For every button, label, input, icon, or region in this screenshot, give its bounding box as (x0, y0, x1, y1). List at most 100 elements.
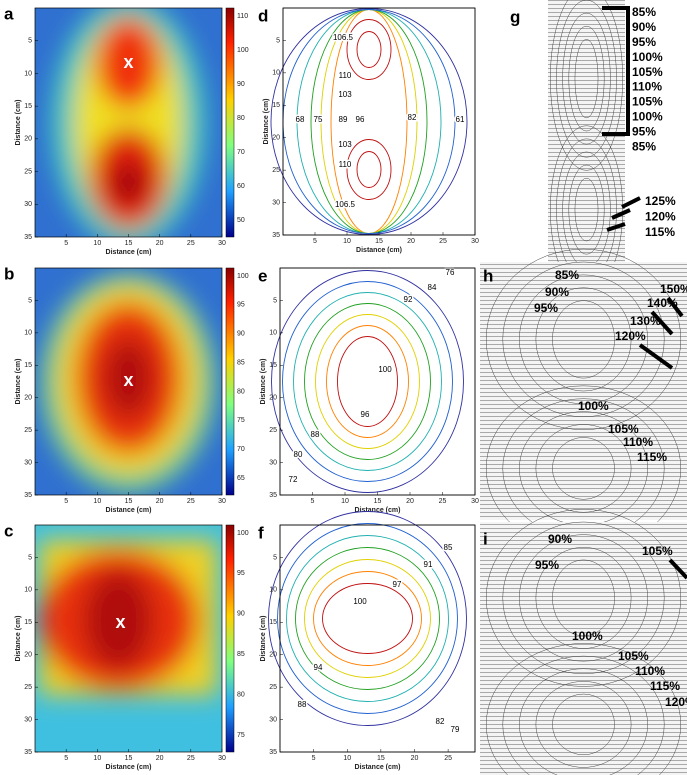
contour (283, 282, 453, 482)
label: Distance (cm) (260, 616, 267, 662)
label: 5 (64, 755, 68, 762)
label: Distance (cm) (15, 100, 22, 146)
label: 95% (632, 35, 656, 49)
label: 90% (548, 532, 572, 546)
label: 35 (269, 749, 277, 756)
figure: 1101009080706050x51015202530355101520253… (0, 0, 687, 775)
label: 5 (313, 238, 317, 245)
label: 105% (632, 65, 663, 79)
label: 15 (125, 240, 133, 247)
contour-lines (272, 271, 464, 493)
label: 20 (24, 136, 32, 143)
label: 95% (534, 301, 558, 315)
label: a (4, 4, 14, 23)
label: 82 (408, 113, 417, 122)
contour (269, 512, 467, 726)
label: 30 (218, 240, 226, 247)
label: 20 (269, 395, 277, 402)
label: 97 (393, 580, 402, 589)
label: 85 (444, 543, 453, 552)
label: 100% (572, 629, 603, 643)
label: 20 (24, 395, 32, 402)
label: 25 (187, 755, 195, 762)
label: b (4, 264, 14, 283)
heatmap (35, 525, 222, 752)
label: 100 (353, 597, 367, 606)
label: 5 (28, 554, 32, 561)
label: 10 (24, 70, 32, 77)
label: 30 (218, 498, 226, 505)
label: 115% (645, 225, 675, 239)
label: 15 (125, 755, 133, 762)
label: 35 (272, 232, 280, 239)
label: 15 (377, 755, 385, 762)
label: 103 (338, 140, 352, 149)
label: 25 (187, 240, 195, 247)
heatmap (35, 0, 222, 248)
plot-frame (283, 8, 475, 235)
label: 25 (24, 168, 32, 175)
label: 10 (269, 587, 277, 594)
label: 25 (24, 427, 32, 434)
label: 95% (535, 558, 559, 572)
label: 120% (645, 210, 676, 224)
label: 5 (64, 498, 68, 505)
label: 90% (545, 285, 569, 299)
label: 80 (237, 115, 245, 122)
label: Distance (cm) (355, 764, 401, 771)
label: 85% (632, 139, 656, 153)
label: 5 (28, 297, 32, 304)
heat-blobs (39, 540, 218, 695)
label: 70 (237, 149, 245, 156)
label: 5 (276, 37, 280, 44)
label: 5 (312, 755, 316, 762)
label: 91 (424, 560, 433, 569)
label: 30 (471, 238, 479, 245)
label: 85% (632, 5, 656, 19)
label: 90% (632, 20, 656, 34)
label: 105% (632, 95, 663, 109)
label: 105% (608, 422, 639, 436)
colorbar (226, 525, 234, 752)
label: 15 (24, 619, 32, 626)
label: 110 (339, 160, 352, 169)
contour (305, 560, 431, 678)
label: 95% (632, 124, 656, 138)
label: x (123, 52, 133, 72)
label: 10 (24, 330, 32, 337)
label: 25 (439, 498, 447, 505)
label: 30 (24, 459, 32, 466)
colorbar (226, 8, 234, 237)
label: 110% (635, 664, 665, 678)
label: 100 (237, 530, 249, 537)
label: g (510, 7, 520, 26)
label: 15 (272, 102, 280, 109)
label: 30 (471, 498, 479, 505)
plot-bg-frame (280, 268, 475, 495)
label: 75 (237, 732, 245, 739)
label: e (258, 266, 267, 285)
label: 106.5 (333, 33, 354, 42)
label: 10 (272, 70, 280, 77)
label: 35 (24, 749, 32, 756)
label: 65 (237, 475, 245, 482)
label: Distance (cm) (106, 764, 152, 771)
label: 25 (272, 167, 280, 174)
label: 100% (578, 399, 609, 413)
label: 5 (273, 554, 277, 561)
label: 90 (237, 81, 245, 88)
contour-lines (269, 512, 467, 726)
label: 80 (237, 388, 245, 395)
label: x (123, 370, 133, 390)
label: 110% (623, 435, 653, 449)
contour (323, 584, 413, 654)
label: 95 (237, 302, 245, 309)
label: 35 (24, 234, 32, 241)
plot-frame (280, 268, 475, 495)
label: 85 (237, 651, 245, 658)
label: 20 (272, 135, 280, 142)
label: 30 (24, 201, 32, 208)
label: 105% (642, 544, 673, 558)
label: 110% (632, 80, 662, 94)
label: 60 (237, 183, 245, 190)
